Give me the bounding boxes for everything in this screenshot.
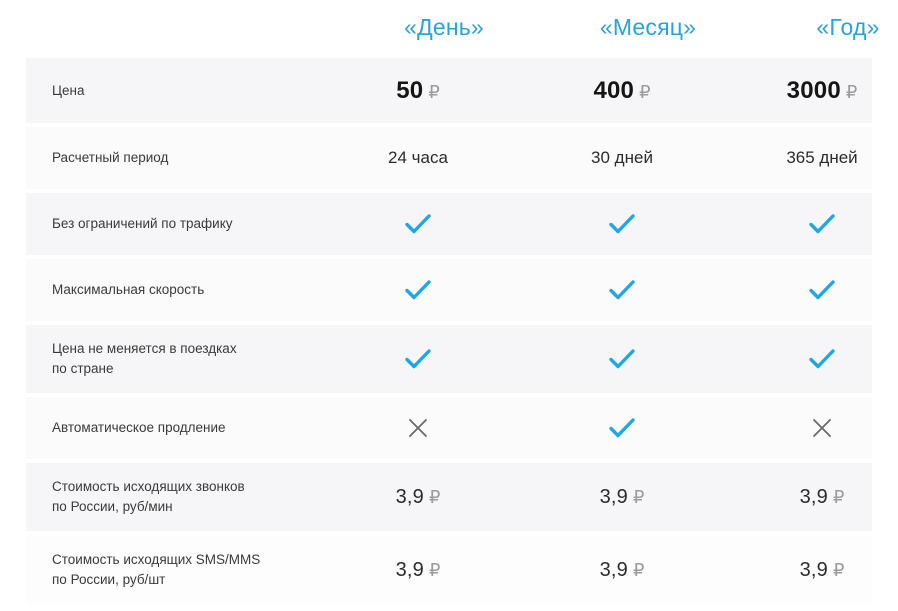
check-icon (318, 279, 518, 301)
currency-symbol: ₽ (632, 486, 645, 507)
mark-cell-month (522, 279, 722, 301)
table-row-outgoing-calls-price: Стоимость исходящих звонков по России, р… (26, 463, 872, 531)
currency-symbol: ₽ (428, 486, 441, 507)
mark-cell-month (522, 213, 722, 235)
mark-cell-year (722, 279, 898, 301)
row-label-outgoing-sms-price: Стоимость исходящих SMS/MMS по России, р… (26, 550, 300, 589)
table-body: Цена 50 ₽ 400 ₽ 3000 ₽ Расчетный период 24 … (26, 58, 872, 609)
row-label-line1: Цена (52, 82, 85, 98)
price-cell-year: 3000 ₽ (722, 77, 898, 105)
row-label-line1: Автоматическое продление (52, 420, 226, 436)
rate-value: 3,9 (395, 558, 424, 581)
row-label-line1: Стоимость исходящих звонков (52, 479, 245, 495)
price-value: 3000 (786, 76, 841, 104)
check-icon (318, 348, 518, 370)
mark-cell-month (522, 348, 722, 370)
table-row-price: Цена 50 ₽ 400 ₽ 3000 ₽ (26, 58, 872, 123)
row-label-auto-renewal: Автоматическое продление (26, 418, 300, 438)
plan-header-month[interactable]: «Месяц» (599, 13, 697, 40)
mark-cell-day (318, 279, 518, 301)
rate-value: 3,9 (599, 558, 628, 581)
row-label-price: Цена (26, 81, 300, 101)
check-icon (522, 279, 722, 301)
row-label-line1: Максимальная скорость (52, 282, 205, 298)
check-icon (522, 417, 722, 439)
price-value: 50 (396, 76, 424, 104)
check-icon (722, 279, 898, 301)
price-cell-day: 50 ₽ (318, 77, 518, 105)
row-label-line2: по России, руб/мин (52, 499, 173, 514)
check-icon (522, 213, 722, 235)
currency-symbol: ₽ (832, 559, 845, 580)
mark-cell-day (318, 416, 518, 440)
table-row-outgoing-sms-price: Стоимость исходящих SMS/MMS по России, р… (26, 535, 872, 605)
period-cell-year: 365 дней (722, 148, 898, 168)
price-cell-month: 400 ₽ (522, 77, 722, 105)
rate-cell-month: 3,9 ₽ (522, 486, 722, 509)
rate-cell-year: 3,9 ₽ (722, 486, 898, 509)
row-label-line2: по России, руб/шт (52, 572, 166, 587)
period-cell-month: 30 дней (522, 148, 722, 168)
table-header-row: «День» «Месяц» «Год» (0, 0, 898, 54)
currency-symbol: ₽ (639, 81, 651, 102)
table-row-auto-renewal: Автоматическое продление (26, 397, 872, 459)
row-label-line1: Стоимость исходящих SMS/MMS (52, 552, 261, 568)
row-label-billing-period: Расчетный период (26, 148, 300, 168)
rate-cell-month: 3,9 ₽ (522, 559, 722, 582)
rate-value: 3,9 (799, 485, 828, 508)
rate-value: 3,9 (599, 485, 628, 508)
price-value: 400 (593, 76, 635, 104)
row-label-max-speed: Максимальная скорость (26, 280, 300, 300)
table-row-max-speed: Максимальная скорость (26, 259, 872, 321)
mark-cell-day (318, 348, 518, 370)
cross-icon (318, 416, 518, 440)
mark-cell-year (722, 416, 898, 440)
check-icon (522, 348, 722, 370)
currency-symbol: ₽ (428, 81, 440, 102)
period-value: 24 часа (388, 148, 448, 167)
check-icon (722, 213, 898, 235)
mark-cell-year (722, 213, 898, 235)
rate-cell-day: 3,9 ₽ (318, 559, 518, 582)
rate-value: 3,9 (799, 558, 828, 581)
row-label-line2: по стране (52, 361, 114, 376)
rate-cell-year: 3,9 ₽ (722, 559, 898, 582)
mark-cell-year (722, 348, 898, 370)
row-label-same-price-travel: Цена не меняется в поездках по стране (26, 339, 300, 378)
check-icon (318, 213, 518, 235)
table-row-unlimited-traffic: Без ограничений по трафику (26, 193, 872, 255)
table-row-same-price-travel: Цена не меняется в поездках по стране (26, 325, 872, 393)
row-label-line1: Цена не меняется в поездках (52, 341, 237, 357)
mark-cell-month (522, 417, 722, 439)
rate-cell-day: 3,9 ₽ (318, 486, 518, 509)
check-icon (722, 348, 898, 370)
period-value: 365 дней (786, 148, 858, 167)
row-label-line1: Расчетный период (52, 150, 169, 166)
rate-value: 3,9 (395, 485, 424, 508)
plan-header-day[interactable]: «День» (404, 13, 484, 40)
row-label-unlimited-traffic: Без ограничений по трафику (26, 214, 300, 234)
currency-symbol: ₽ (632, 559, 645, 580)
period-cell-day: 24 часа (318, 148, 518, 168)
mark-cell-day (318, 213, 518, 235)
cross-icon (722, 416, 898, 440)
currency-symbol: ₽ (832, 486, 845, 507)
table-row-billing-period: Расчетный период 24 часа 30 дней 365 дне… (26, 127, 872, 189)
plan-header-year[interactable]: «Год» (816, 13, 880, 40)
period-value: 30 дней (591, 148, 653, 167)
row-label-outgoing-calls-price: Стоимость исходящих звонков по России, р… (26, 477, 300, 516)
currency-symbol: ₽ (428, 559, 441, 580)
row-label-line1: Без ограничений по трафику (52, 216, 233, 232)
currency-symbol: ₽ (845, 81, 858, 102)
